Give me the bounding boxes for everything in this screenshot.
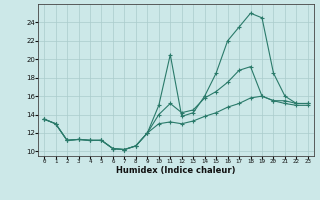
- X-axis label: Humidex (Indice chaleur): Humidex (Indice chaleur): [116, 166, 236, 175]
